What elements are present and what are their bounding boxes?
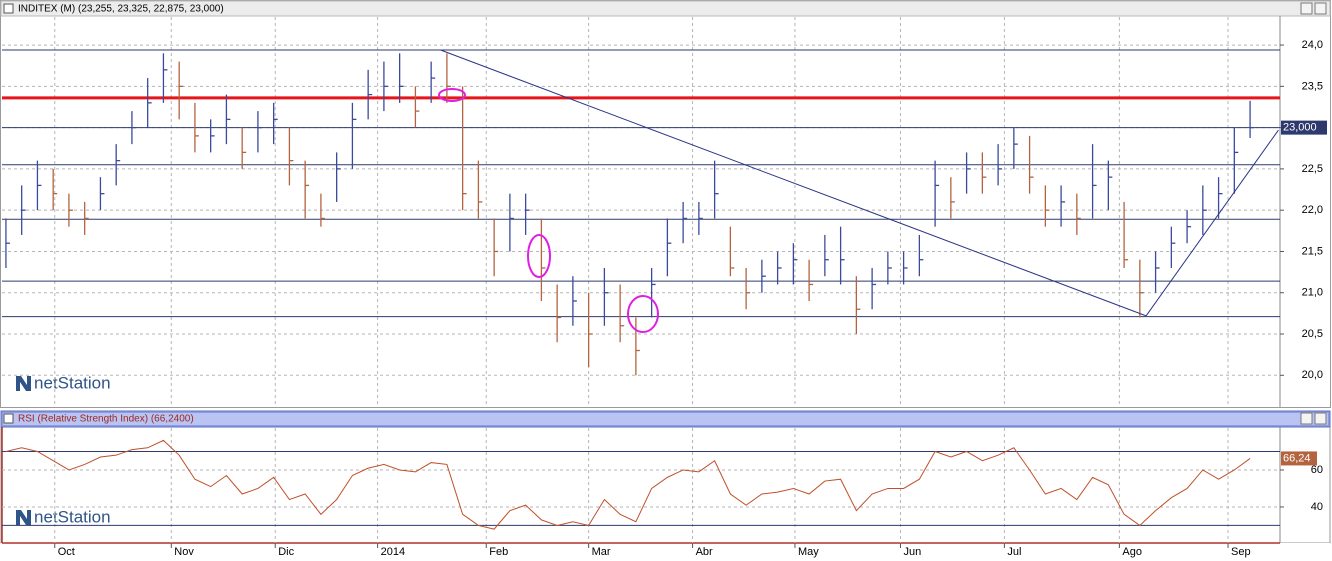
- watermark: netStation: [34, 373, 111, 392]
- rsi-line: [5, 439, 1251, 530]
- y-tick-label: 60: [1311, 464, 1323, 476]
- maximize-button[interactable]: [1300, 2, 1313, 15]
- price-panel: [0, 0, 1331, 408]
- x-tick-label: May: [798, 546, 819, 558]
- last-price-tag: [1281, 120, 1327, 135]
- y-tick-label: 40: [1311, 501, 1323, 513]
- last-price-label: 23,000: [1283, 122, 1317, 134]
- panel-icon[interactable]: [3, 413, 14, 424]
- rsi-title: RSI (Relative Strength Index) (66,2400): [18, 414, 194, 425]
- x-tick-label: Dic: [278, 546, 294, 558]
- y-tick-label: 24,0: [1302, 39, 1323, 51]
- x-tick-label: Mar: [592, 546, 611, 558]
- x-axis-strip: [1, 543, 1330, 560]
- trend-line: [440, 49, 1147, 317]
- x-tick-label: Jun: [903, 546, 921, 558]
- y-tick-label: 21,0: [1302, 287, 1323, 299]
- x-tick-label: Jul: [1007, 546, 1021, 558]
- rsi-panel: [0, 410, 1331, 544]
- price-header: [0, 0, 1331, 17]
- y-tick-label: 20,5: [1302, 328, 1323, 340]
- logo-icon: [16, 376, 31, 391]
- x-tick-label: Oct: [58, 546, 75, 558]
- panel-icon[interactable]: [3, 3, 14, 14]
- y-tick-label: 20,0: [1302, 369, 1323, 381]
- x-tick-label: Abr: [696, 546, 713, 558]
- annotation-ellipse: [438, 88, 466, 102]
- y-tick-label: 23,5: [1302, 80, 1323, 92]
- logo-icon: [16, 510, 31, 525]
- x-tick-label: Nov: [174, 546, 194, 558]
- watermark: netStation: [34, 507, 111, 526]
- rsi-header-inner: [3, 413, 1328, 425]
- last-value-tag: [1281, 451, 1317, 466]
- price-title: INDITEX (M) (23,255, 23,325, 22,875, 23,…: [18, 4, 224, 15]
- trend-line: [1145, 129, 1279, 317]
- x-tick-label: 2014: [381, 546, 405, 558]
- annotation-ellipse: [527, 234, 551, 278]
- y-tick-label: 22,0: [1302, 204, 1323, 216]
- x-tick-label: Feb: [489, 546, 508, 558]
- last-value-label: 66,24: [1283, 452, 1311, 464]
- plot-layer: 20,020,521,021,522,022,523,023,524,023,0…: [2, 17, 1327, 558]
- x-tick-label: Sep: [1231, 546, 1251, 558]
- y-tick-label: 22,5: [1302, 163, 1323, 175]
- x-tick-label: Ago: [1122, 546, 1142, 558]
- close-button[interactable]: [1314, 412, 1327, 425]
- annotation-ellipse: [627, 295, 659, 333]
- y-tick-label: 21,5: [1302, 245, 1323, 257]
- close-button[interactable]: [1314, 2, 1327, 15]
- maximize-button[interactable]: [1300, 412, 1313, 425]
